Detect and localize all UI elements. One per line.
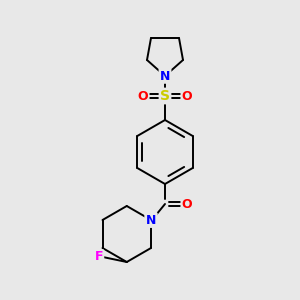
Text: S: S: [160, 89, 170, 103]
Text: N: N: [146, 214, 156, 226]
Text: O: O: [182, 89, 192, 103]
Text: O: O: [182, 197, 192, 211]
Text: N: N: [146, 214, 156, 226]
Text: O: O: [138, 89, 148, 103]
Text: N: N: [160, 70, 170, 83]
Text: F: F: [94, 250, 103, 263]
